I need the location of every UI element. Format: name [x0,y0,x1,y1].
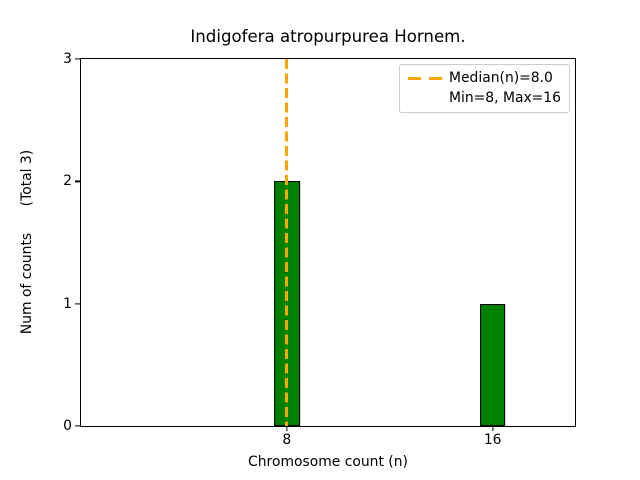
legend-label: Median(n)=8.0 [449,70,553,86]
median-line [285,59,289,426]
dash-segment [408,77,442,80]
x-tick [286,426,288,431]
y-tick [75,180,80,182]
legend-dashed-line-icon [408,72,442,86]
legend-empty-handle [408,92,442,106]
plot-area: Median(n)=8.0 Min=8, Max=16 8 16 0 1 2 3 [63,52,576,447]
y-tick-label: 2 [63,173,72,190]
legend: Median(n)=8.0 Min=8, Max=16 [399,64,570,113]
x-axis-label: Chromosome count (n) [248,454,408,470]
x-tick [492,426,494,431]
y-tick-label: 3 [63,51,72,67]
y-tick-label: 1 [63,295,72,312]
legend-label: Min=8, Max=16 [449,90,561,106]
y-tick [75,58,80,60]
y-axis-label: Num of counts (Total 3) [19,149,35,335]
legend-row: Median(n)=8.0 [408,70,561,87]
y-tick [75,425,80,427]
bar-n16 [479,303,506,426]
y-tick [75,303,80,305]
x-tick-label: 16 [483,432,502,448]
chart-title: Indigofera atropurpurea Hornem. [190,27,466,46]
y-tick-label: 0 [63,418,72,434]
legend-row: Min=8, Max=16 [408,90,561,107]
x-tick-label: 8 [282,432,292,448]
